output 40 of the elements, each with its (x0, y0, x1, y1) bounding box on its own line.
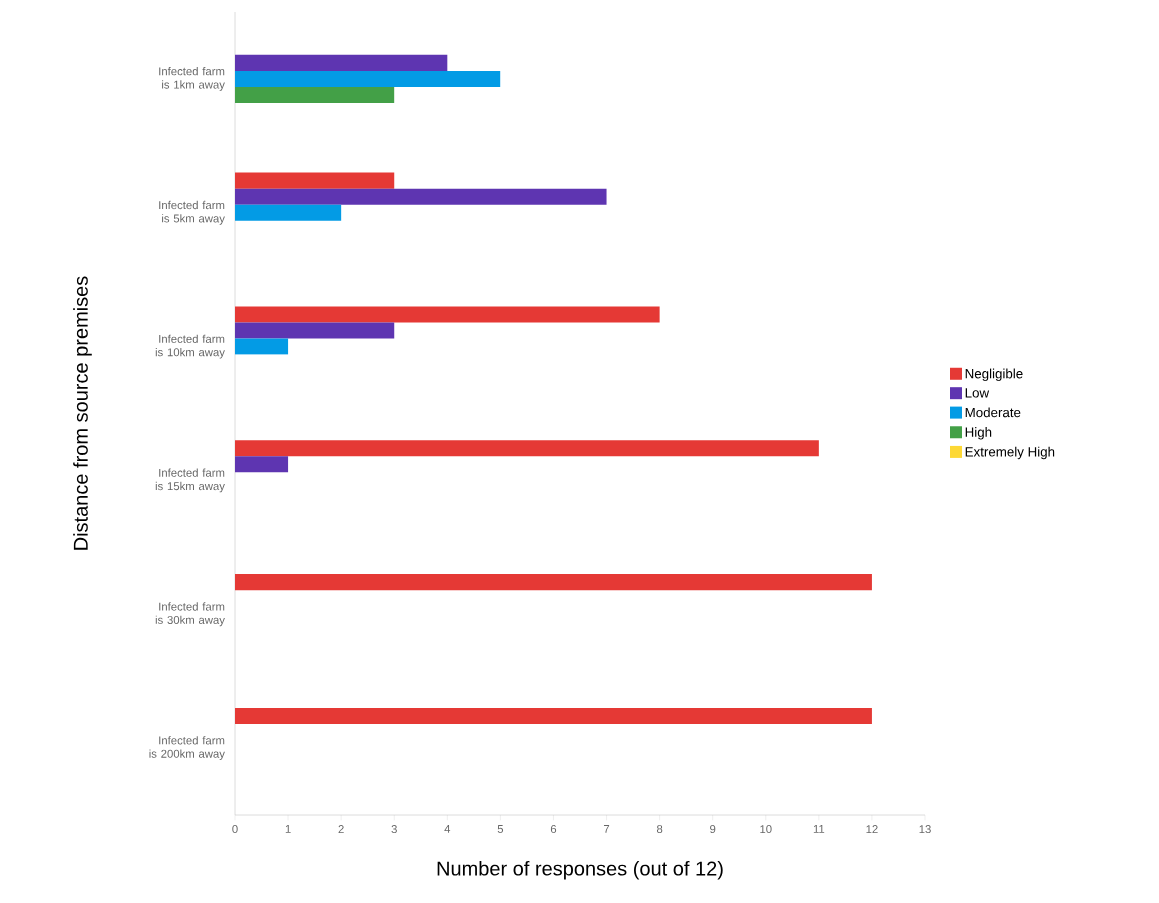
bar (235, 574, 872, 591)
y-axis-title: Distance from source premises (73, 276, 92, 550)
bar (235, 172, 395, 189)
legend-label: Low (965, 388, 990, 398)
x-tick-label: 10 (760, 825, 772, 834)
bar (235, 54, 448, 71)
y-tick-label: Infected farm is 200km away (149, 736, 225, 761)
legend-label: High (965, 427, 992, 440)
x-tick-label: 7 (603, 825, 610, 833)
x-tick-label: 4 (444, 825, 451, 833)
bar (235, 456, 289, 473)
x-tick-label: 5 (497, 825, 504, 833)
bar (235, 86, 395, 104)
x-tick-label: 9 (710, 825, 716, 834)
y-tick-label: Infected farm is 1km away (159, 66, 225, 91)
x-tick-label: 0 (232, 825, 238, 834)
bar (235, 188, 607, 205)
x-tick-label: 12 (866, 825, 878, 833)
bar (235, 338, 289, 355)
bar (235, 70, 501, 87)
x-tick-label: 6 (550, 825, 557, 834)
y-tick-label: Infected farm is 10km away (155, 334, 225, 359)
x-tick-label: 13 (919, 825, 931, 834)
x-tick-label: 8 (656, 825, 663, 834)
legend-label: Moderate (965, 407, 1021, 418)
y-tick-label: Infected farm is 30km away (155, 602, 225, 627)
legend-label: Extremely High (965, 446, 1055, 460)
bar (235, 707, 872, 724)
bar (235, 440, 819, 457)
x-tick-label: 1 (285, 825, 291, 833)
y-tick-label: Infected farm is 15km away (155, 468, 225, 493)
x-tick-label: 11 (813, 825, 825, 833)
x-axis-title: Number of responses (out of 12) (437, 860, 723, 880)
x-tick-label: 3 (391, 825, 397, 834)
x-tick-label: 2 (338, 825, 344, 833)
bar (235, 204, 342, 221)
bar (235, 322, 395, 339)
legend-label: Negligible (965, 368, 1023, 382)
y-tick-label: Infected farm is 5km away (159, 200, 225, 225)
bar (235, 306, 660, 323)
